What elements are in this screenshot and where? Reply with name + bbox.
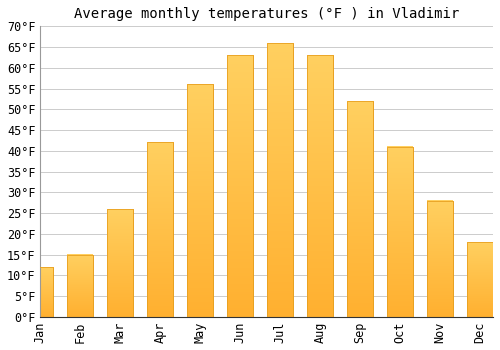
Bar [108, 209, 134, 317]
Bar [28, 267, 54, 317]
Bar [108, 209, 134, 317]
Bar [387, 147, 413, 317]
Bar [347, 101, 373, 317]
Bar [68, 254, 94, 317]
Bar [267, 43, 293, 317]
Bar [68, 254, 94, 317]
Bar [467, 242, 493, 317]
Bar [187, 84, 213, 317]
Bar [467, 242, 493, 317]
Title: Average monthly temperatures (°F ) in Vladimir: Average monthly temperatures (°F ) in Vl… [74, 7, 460, 21]
Bar [227, 55, 253, 317]
Bar [387, 147, 413, 317]
Bar [427, 201, 453, 317]
Bar [187, 84, 213, 317]
Bar [427, 201, 453, 317]
Bar [347, 101, 373, 317]
Bar [307, 55, 333, 317]
Bar [28, 267, 54, 317]
Bar [147, 142, 173, 317]
Bar [307, 55, 333, 317]
Bar [147, 142, 173, 317]
Bar [267, 43, 293, 317]
Bar [227, 55, 253, 317]
